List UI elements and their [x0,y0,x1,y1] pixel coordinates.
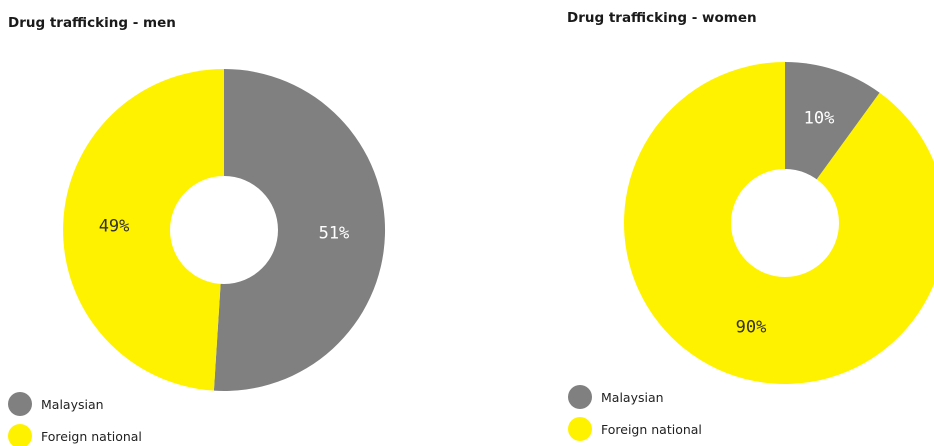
donut-hole [731,169,839,277]
chart-women: Drug trafficking - women 10% 90% Malaysia… [567,10,934,441]
legend-label: Foreign national [601,422,702,437]
legend-swatch-malaysian [8,392,32,416]
legend-swatch-foreign-national [8,424,32,446]
legend: Malaysian Foreign national [8,392,142,446]
legend-label: Foreign national [41,429,142,444]
legend-item: Foreign national [8,424,142,446]
slice-label-malaysian: 51% [319,223,350,243]
pie-slice-malaysian [213,68,386,391]
chart-title: Drug trafficking - women [567,10,757,26]
chart-men: Drug trafficking - men 51% 49% Malaysian … [8,15,386,446]
legend-label: Malaysian [41,397,104,412]
legend-label: Malaysian [601,390,664,405]
legend-swatch-malaysian [568,385,592,409]
slice-label-malaysian: 10% [804,108,835,128]
slice-label-foreign-national: 49% [99,217,130,237]
pie-slices [63,68,386,391]
legend-swatch-foreign-national [568,417,592,441]
legend-item: Foreign national [568,417,702,441]
pie-slice-foreign-national [63,69,224,391]
slice-labels: 10% 90% [736,108,835,337]
slice-labels: 51% 49% [99,217,350,244]
legend: Malaysian Foreign national [568,385,702,441]
legend-item: Malaysian [568,385,664,409]
slice-label-foreign-national: 90% [736,318,767,338]
legend-item: Malaysian [8,392,104,416]
donut-hole [170,176,278,284]
chart-title: Drug trafficking - men [8,15,176,31]
